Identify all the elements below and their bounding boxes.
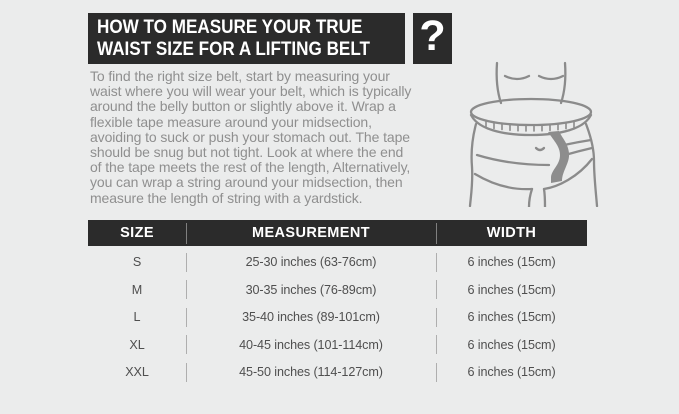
table-row: S 25-30 inches (63-76cm) 6 inches (15cm) xyxy=(88,249,587,277)
torso-left-line xyxy=(495,61,503,105)
table-row: XL 40-45 inches (101-114cm) 6 inches (15… xyxy=(88,331,587,359)
table-header-row: SIZE MEASUREMENT WIDTH xyxy=(88,220,587,246)
page-title: HOW TO MEASURE YOUR TRUE WAIST SIZE FOR … xyxy=(97,16,370,60)
tape-ring-rim xyxy=(469,97,593,127)
table-row: L 35-40 inches (89-101cm) 6 inches (15cm… xyxy=(88,304,587,332)
chest-arc-right xyxy=(537,74,565,81)
brief-right-edge xyxy=(542,157,594,191)
table-row: XXL 45-50 inches (114-127cm) 6 inches (1… xyxy=(88,359,587,387)
row-divider xyxy=(186,362,187,382)
waist-measurement-illustration xyxy=(468,61,599,207)
column-header-measurement: MEASUREMENT xyxy=(252,225,370,241)
torso-right-line xyxy=(559,61,567,105)
measurement-cell: 40-45 inches (101-114cm) xyxy=(239,337,383,352)
row-divider xyxy=(436,307,437,327)
hip-left-line xyxy=(468,122,478,207)
hip-right-line xyxy=(584,122,599,207)
size-cell: L xyxy=(133,310,141,325)
row-divider xyxy=(186,252,187,272)
measurement-cell: 25-30 inches (63-76cm) xyxy=(245,255,377,270)
question-mark-icon: ? xyxy=(419,12,446,60)
inner-leg-right xyxy=(542,187,547,207)
measurement-cell: 30-35 inches (76-89cm) xyxy=(245,282,377,297)
header-divider xyxy=(436,223,437,244)
size-cell: S xyxy=(132,255,142,270)
waistband-left xyxy=(475,153,551,167)
navel xyxy=(534,146,546,152)
size-chart-table: SIZE MEASUREMENT WIDTH S 25-30 inches (6… xyxy=(88,220,587,386)
row-divider xyxy=(186,335,187,354)
size-cell: M xyxy=(131,282,143,297)
row-divider xyxy=(186,307,187,327)
waistband-right-top xyxy=(562,138,593,147)
row-divider xyxy=(436,280,437,299)
tape-tick-marks xyxy=(485,120,575,132)
measurement-cell: 45-50 inches (114-127cm) xyxy=(239,365,383,380)
measurement-cell: 35-40 inches (89-101cm) xyxy=(242,310,380,325)
size-cell: XXL xyxy=(125,365,149,380)
chest-arc-left xyxy=(503,74,531,81)
question-mark-badge: ? xyxy=(413,13,452,64)
size-cell: XL xyxy=(129,337,145,352)
row-divider xyxy=(436,335,437,354)
brief-left-edge xyxy=(473,172,534,191)
column-header-size: SIZE xyxy=(120,225,154,241)
tape-hanging-end xyxy=(548,131,570,183)
width-cell: 6 inches (15cm) xyxy=(467,365,556,380)
tape-ring-front-edge xyxy=(469,113,593,137)
table-row: M 30-35 inches (76-89cm) 6 inches (15cm) xyxy=(88,276,587,304)
row-divider xyxy=(186,280,187,299)
header-divider xyxy=(186,223,187,244)
title-banner: HOW TO MEASURE YOUR TRUE WAIST SIZE FOR … xyxy=(88,13,405,64)
row-divider xyxy=(436,362,437,382)
column-header-width: WIDTH xyxy=(486,225,537,241)
width-cell: 6 inches (15cm) xyxy=(467,282,556,297)
row-divider xyxy=(436,252,437,272)
intro-paragraph: To find the right size belt, start by me… xyxy=(90,68,412,206)
width-cell: 6 inches (15cm) xyxy=(467,255,556,270)
width-cell: 6 inches (15cm) xyxy=(467,337,556,352)
inner-leg-left xyxy=(527,187,534,207)
width-cell: 6 inches (15cm) xyxy=(467,310,556,325)
table-body: S 25-30 inches (63-76cm) 6 inches (15cm)… xyxy=(88,249,587,387)
